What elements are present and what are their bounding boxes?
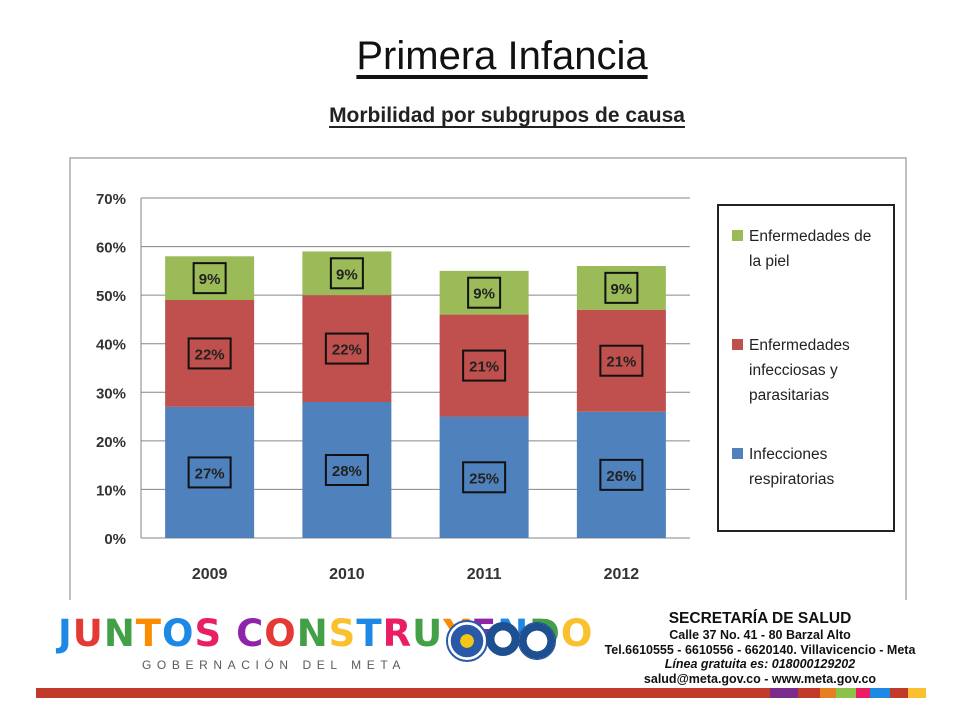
- logo-juntos-construyendo: JUNTOS CONSTRUYENDO: [58, 612, 594, 655]
- x-tick-label: 2010: [329, 566, 365, 583]
- data-label: 27%: [195, 465, 225, 482]
- y-tick-label: 60%: [96, 240, 126, 257]
- y-tick-label: 20%: [96, 434, 126, 451]
- bar-segment: [165, 406, 255, 538]
- org-name: SECRETARÍA DE SALUD: [668, 610, 852, 627]
- email-web-line: salud@meta.gov.co - www.meta.gov.co: [643, 671, 877, 686]
- data-label-box: [324, 454, 369, 486]
- data-label-box: [187, 456, 232, 489]
- data-label: 21%: [469, 359, 499, 376]
- bar-segment: [576, 411, 666, 538]
- legend-label: Infecciones: [749, 446, 828, 463]
- iqnet-certification-icon: [518, 622, 556, 660]
- data-label-box: [324, 332, 369, 365]
- color-stripe: [36, 688, 926, 698]
- legend-swatch: [732, 230, 743, 241]
- data-label: 22%: [195, 346, 225, 363]
- data-label-box: [604, 271, 639, 304]
- iso-certification-icon: [486, 622, 520, 656]
- logo-subtitle: GOBERNACIÓN DEL META: [142, 658, 407, 672]
- y-tick-label: 70%: [96, 191, 126, 208]
- data-label: 28%: [332, 463, 362, 480]
- legend-label: respiratorias: [749, 471, 835, 488]
- legend-label: la piel: [749, 253, 790, 270]
- gobernacion-seal-icon: [446, 620, 488, 662]
- data-label-box: [187, 337, 232, 370]
- data-label: 9%: [473, 286, 495, 303]
- bar-segment: [439, 314, 529, 417]
- page-title: Primera Infancia: [356, 34, 648, 78]
- phone-line: Tel.6610555 - 6610556 - 6620140. Villavi…: [604, 642, 916, 657]
- data-label: 22%: [332, 342, 362, 359]
- address-line: Calle 37 No. 41 - 80 Barzal Alto: [669, 628, 851, 642]
- data-label-box: [599, 344, 644, 377]
- data-label: 26%: [606, 468, 636, 485]
- legend-box: [717, 204, 895, 532]
- legend-label: Enfermedades: [749, 337, 850, 354]
- data-label: 9%: [199, 271, 221, 288]
- contact-block: SECRETARÍA DE SALUD Calle 37 No. 41 - 80…: [560, 610, 960, 686]
- y-tick-label: 30%: [96, 385, 126, 402]
- bar-segment: [165, 300, 255, 407]
- stacked-bar-chart: 0% 10% 20% 30% 40% 50% 60% 70% 27% 22% 9% 2009 28% 22…: [69, 157, 907, 600]
- data-label-box: [467, 276, 502, 309]
- data-label: 25%: [469, 470, 499, 487]
- x-tick-label: 2012: [604, 566, 640, 583]
- bar-segment: [302, 295, 392, 402]
- legend-swatch: [732, 339, 743, 350]
- legend-label: infecciosas y: [749, 362, 838, 379]
- y-tick-label: 50%: [96, 288, 126, 305]
- data-label-box: [192, 262, 227, 295]
- free-line: Línea gratuita es: 018000129202: [664, 657, 856, 672]
- bar-segment: [439, 416, 529, 538]
- bar-segment: [576, 309, 666, 412]
- data-label-box: [599, 458, 644, 491]
- bar-segment: [302, 402, 392, 538]
- y-tick-label: 40%: [96, 337, 126, 354]
- data-label: 21%: [606, 354, 636, 371]
- data-label-box: [462, 461, 507, 494]
- legend-label: parasitarias: [749, 387, 829, 404]
- data-label-box: [462, 349, 507, 382]
- data-label: 9%: [611, 281, 633, 298]
- legend-swatch: [732, 448, 743, 459]
- data-label: 9%: [336, 266, 358, 283]
- data-label-box: [329, 257, 364, 290]
- y-tick-label: 0%: [104, 531, 126, 548]
- y-tick-label: 10%: [96, 482, 126, 499]
- x-tick-label: 2009: [192, 566, 228, 583]
- legend-label: Enfermedades de: [749, 228, 871, 245]
- x-tick-label: 2011: [467, 566, 502, 583]
- page-subtitle: Morbilidad por subgrupos de causa: [329, 104, 685, 127]
